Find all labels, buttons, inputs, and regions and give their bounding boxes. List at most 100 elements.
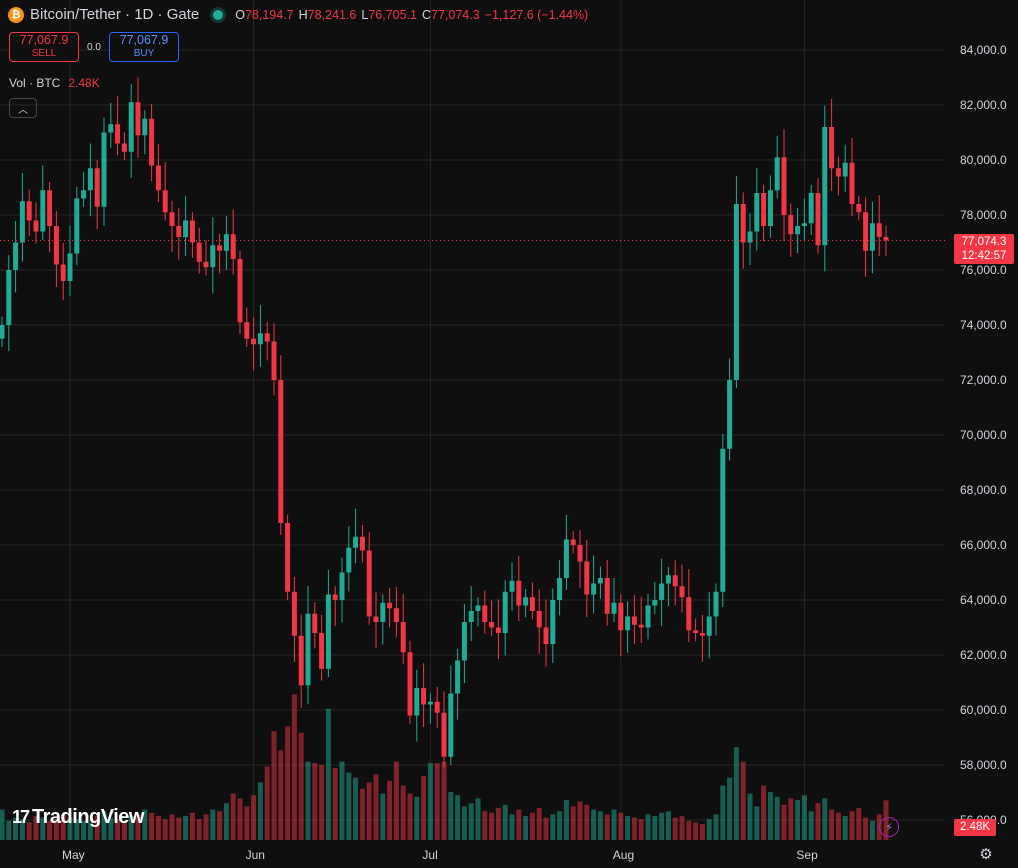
bitcoin-icon: ₿ — [8, 6, 24, 23]
candle-body — [135, 102, 141, 136]
market-status-icon[interactable] — [213, 9, 224, 20]
volume-legend[interactable]: Vol · BTC 2.48K — [9, 76, 100, 90]
candle-body — [393, 608, 399, 622]
lightning-icon[interactable]: ⚡ — [879, 817, 899, 837]
candle-body — [339, 572, 345, 600]
candle-body — [591, 583, 597, 595]
volume-bar — [849, 811, 855, 840]
buy-price: 77,067.9 — [119, 33, 169, 47]
volume-bar — [257, 782, 263, 840]
candle-body — [155, 165, 161, 191]
candle-body — [87, 168, 93, 191]
candle-body — [815, 193, 821, 246]
candle-body — [876, 223, 882, 237]
volume-bar — [659, 812, 665, 840]
volume-bar — [611, 809, 617, 840]
candle-body — [101, 132, 107, 207]
close-value: 77,074.3 — [431, 7, 480, 22]
candle-body — [400, 622, 406, 653]
y-tick-label: 68,000.0 — [960, 483, 1007, 497]
chevron-up-icon: ︿ — [18, 104, 28, 116]
sell-button[interactable]: 77,067.9 SELL — [9, 32, 79, 62]
volume-bar — [203, 814, 209, 840]
candle-body — [278, 380, 284, 523]
volume-value: 2.48K — [68, 76, 100, 90]
volume-bar — [856, 808, 862, 840]
candle-body — [53, 226, 59, 265]
high-label: H — [298, 7, 308, 22]
symbol-title[interactable]: Bitcoin/Tether · 1D · Gate — [30, 6, 200, 23]
volume-bar — [128, 816, 134, 840]
candle-body — [543, 627, 549, 644]
volume-bar — [393, 761, 399, 840]
volume-bar — [414, 796, 420, 840]
volume-bar — [434, 763, 440, 840]
candle-body — [856, 204, 862, 213]
candle-body — [128, 102, 134, 152]
volume-bar — [210, 809, 216, 840]
candle-body — [312, 613, 318, 633]
price-axis[interactable]: 56,000.058,000.060,000.062,000.064,000.0… — [960, 43, 1007, 827]
candle-body — [26, 201, 32, 221]
volume-bar — [625, 816, 631, 840]
volume-bar — [774, 796, 780, 840]
volume-bar — [271, 731, 277, 840]
volume-bar — [788, 798, 794, 840]
volume-bars — [0, 694, 889, 840]
candle-body — [237, 259, 243, 323]
sell-label: SELL — [31, 48, 57, 59]
volume-bar — [319, 764, 325, 840]
candle-body — [244, 322, 250, 339]
candle-body — [217, 245, 223, 251]
volume-bar — [13, 817, 19, 840]
candle-body — [19, 201, 25, 243]
candle-body — [475, 605, 481, 611]
gear-icon[interactable]: ⚙ — [979, 846, 993, 863]
candle-body — [529, 597, 535, 611]
ohlc-values: O78,194.7 H78,241.6 L76,705.1 C77,074.3 … — [235, 8, 588, 22]
candle-body — [795, 226, 801, 235]
volume-bar — [706, 819, 712, 840]
candle-body — [183, 220, 189, 237]
volume-bar — [495, 808, 501, 840]
candle-body — [325, 594, 331, 669]
volume-bar — [60, 814, 66, 840]
candle-body — [298, 635, 304, 686]
tradingview-logo[interactable]: 17 TradingView — [12, 806, 144, 829]
candle-body — [0, 325, 5, 339]
volume-bar — [822, 798, 828, 840]
candle-body — [421, 688, 427, 705]
volume-bar — [223, 803, 229, 840]
candle-body — [699, 633, 705, 636]
candle-body — [448, 693, 454, 757]
low-label: L — [361, 7, 369, 22]
y-tick-label: 76,000.0 — [960, 263, 1007, 277]
volume-bar — [801, 795, 807, 840]
candle-body — [652, 600, 658, 606]
candle-body — [285, 523, 291, 592]
time-axis[interactable]: May Jun Jul Aug Sep — [62, 848, 818, 862]
candle-body — [40, 190, 46, 232]
candle-body — [883, 237, 889, 241]
volume-bar — [380, 793, 386, 840]
volume-bar — [47, 820, 53, 840]
buy-button[interactable]: 77,067.9 BUY — [109, 32, 179, 62]
volume-bar — [325, 708, 331, 840]
volume-bar — [767, 792, 773, 840]
volume-bar — [101, 811, 107, 840]
candle-body — [604, 578, 610, 614]
volume-bar — [502, 804, 508, 840]
candle-body — [754, 193, 760, 232]
tradingview-mark-icon: 17 — [12, 807, 30, 827]
candle-body — [230, 234, 236, 259]
volume-bar — [26, 822, 32, 840]
volume-bar — [230, 793, 236, 840]
volume-bar — [597, 811, 603, 840]
volume-bar — [761, 785, 767, 840]
collapse-legend-button[interactable]: ︿ — [9, 98, 37, 118]
volume-bar — [19, 819, 25, 840]
candle-body — [81, 190, 87, 199]
candle-body — [257, 333, 263, 345]
candle-body — [346, 547, 352, 573]
